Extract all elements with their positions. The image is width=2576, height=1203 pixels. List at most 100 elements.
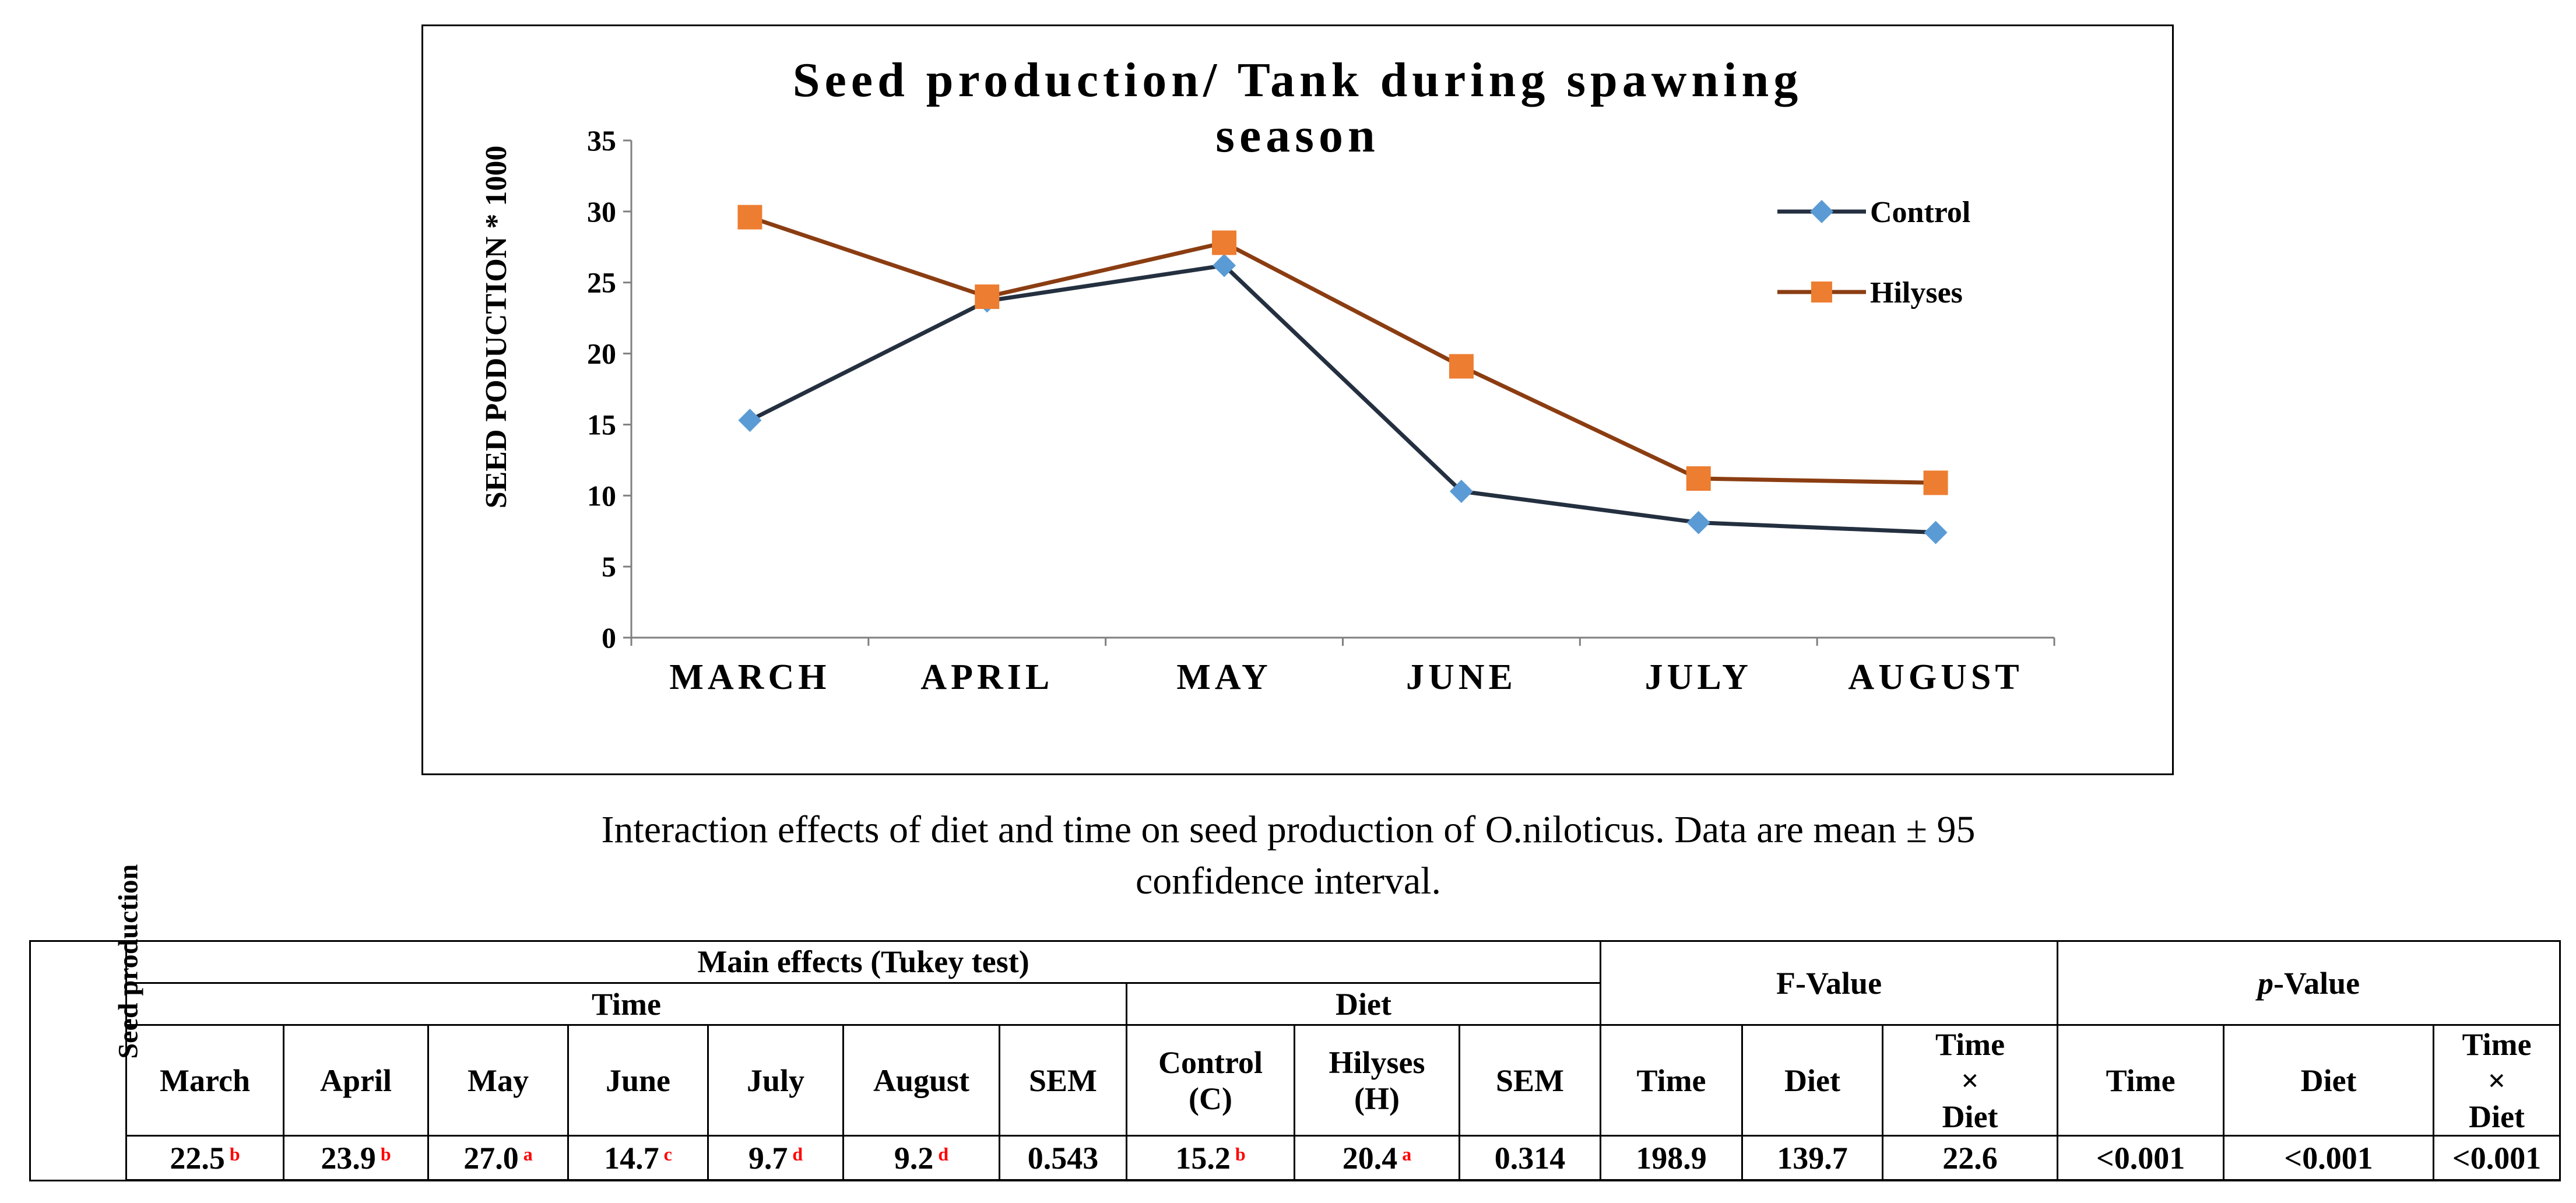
series-group [737,205,1948,544]
caption-line-2: confidence interval. [1135,860,1442,902]
f-inter-line-3: Diet [1942,1099,1998,1134]
col-header-p-diet: Diet [2223,1024,2435,1137]
legend: Control Hilyses [1777,196,1970,309]
value-june: 14.7 c [567,1135,709,1182]
y-ticks: 0 5 10 15 20 25 30 35 [587,124,631,654]
col-header-hilyses: Hilyses (H) [1294,1024,1460,1137]
series-line-hilyses [749,215,1936,485]
p-value-header: p-Value [2057,940,2561,1026]
col-header-august: August [842,1024,1000,1137]
f-inter-line-1: Time [1935,1026,2005,1062]
p-value-p: p [2258,965,2274,1001]
letter-april: b [380,1143,391,1165]
x-ticks: MARCH APRIL MAY JUNE JULY AUGUST [630,638,2055,697]
legend-label-hilyses: Hilyses [1870,276,1963,309]
f-value-header: F-Value [1600,940,2059,1026]
chart-frame: Seed production/ Tank during spawning se… [421,24,2174,775]
y-tick-label: 35 [587,124,616,157]
value-f-time: 198.9 [1600,1135,1744,1182]
col-header-p-time: Time [2057,1024,2225,1137]
letter-july: d [792,1143,803,1165]
data-point-control-march [738,409,762,432]
letter-march: b [229,1143,240,1165]
value-august: 9.2 d [842,1135,1000,1182]
x-tick-label: JUNE [1406,657,1517,697]
data-point-control-august [1924,520,1948,544]
col-header-time-sem: SEM [999,1024,1127,1137]
tukey-results-table: Seed production Main effects (Tukey test… [29,864,2561,1182]
main-effects-header: Main effects (Tukey test) [125,940,1602,984]
x-tick-label: MARCH [669,657,830,697]
data-point-hilyses-april [975,284,1000,309]
y-tick-label: 25 [587,266,616,299]
time-header: Time [125,982,1127,1026]
letter-august: d [938,1143,949,1165]
data-point-control-july [1686,511,1710,534]
col-header-f-diet: Diet [1741,1024,1884,1137]
chart-title-line-1: Seed production/ Tank during spawning [793,53,1802,107]
figure-caption: Interaction effects of diet and time on … [291,804,2285,907]
value-p-interaction: <0.001 [2433,1135,2561,1182]
y-tick-label: 20 [587,337,616,370]
y-tick-label: 15 [587,408,616,441]
col-header-diet-sem: SEM [1458,1024,1602,1137]
value-f-interaction: 22.6 [1882,1135,2059,1182]
f-inter-line-2: × [1961,1063,1979,1098]
data-point-hilyses-august [1923,470,1948,495]
col-header-p-interaction: Time × Diet [2433,1024,2561,1137]
legend-marker-control [1810,200,1833,223]
data-point-hilyses-march [737,205,762,230]
col-header-july: July [707,1024,844,1137]
y-axis-label: SEED PODUCTION * 1000 [480,146,513,509]
control-label: Control [1158,1044,1263,1080]
control-abbrev: (C) [1189,1081,1232,1116]
letter-may: a [523,1143,533,1165]
y-tick-label: 0 [602,621,616,654]
x-tick-label: MAY [1176,657,1271,697]
col-header-control: Control (C) [1126,1024,1295,1137]
x-tick-label: APRIL [920,657,1053,697]
value-control: 15.2 b [1126,1135,1295,1182]
value-p-time: <0.001 [2057,1135,2225,1182]
value-time-sem: 0.543 [999,1135,1127,1182]
col-header-may: May [427,1024,569,1137]
p-value-rest: -Value [2273,965,2360,1001]
value-march: 22.5 b [125,1135,284,1182]
col-header-april: April [283,1024,429,1137]
value-may: 27.0 a [427,1135,569,1182]
letter-june: c [663,1143,672,1165]
p-inter-line-2: × [2487,1063,2506,1098]
letter-hilyses: a [1402,1143,1412,1165]
row-label: Seed production [113,864,144,1059]
chart-title-line-2: season [1215,108,1379,163]
x-tick-label: AUGUST [1848,657,2023,697]
data-point-hilyses-july [1686,466,1711,491]
x-tick-label: JULY [1645,657,1752,697]
col-header-f-interaction: Time × Diet [1882,1024,2059,1137]
hilyses-label: Hilyses [1329,1044,1425,1080]
data-point-control-may [1213,254,1236,277]
y-tick-label: 5 [602,550,616,583]
col-header-march: March [125,1024,284,1137]
data-point-control-june [1449,479,1473,503]
value-hilyses: 20.4 a [1294,1135,1460,1182]
caption-line-1: Interaction effects of diet and time on … [601,808,1976,851]
y-tick-label: 10 [587,479,616,512]
hilyses-abbrev: (H) [1354,1081,1400,1116]
col-header-f-time: Time [1600,1024,1744,1137]
legend-marker-hilyses [1811,282,1832,302]
p-inter-line-3: Diet [2469,1099,2525,1134]
data-point-hilyses-may [1212,230,1237,255]
value-p-diet: <0.001 [2223,1135,2435,1182]
value-f-diet: 139.7 [1741,1135,1884,1182]
series-line-control [748,263,1936,535]
value-july: 9.7 d [707,1135,844,1182]
row-label-cell: Seed production [29,864,143,1181]
col-header-june: June [567,1024,709,1137]
letter-control: b [1235,1143,1246,1165]
data-point-hilyses-june [1449,354,1474,379]
p-inter-line-1: Time [2462,1026,2532,1062]
y-tick-label: 30 [587,195,616,228]
line-chart: Seed production/ Tank during spawning se… [480,53,2055,697]
legend-label-control: Control [1870,196,1970,229]
